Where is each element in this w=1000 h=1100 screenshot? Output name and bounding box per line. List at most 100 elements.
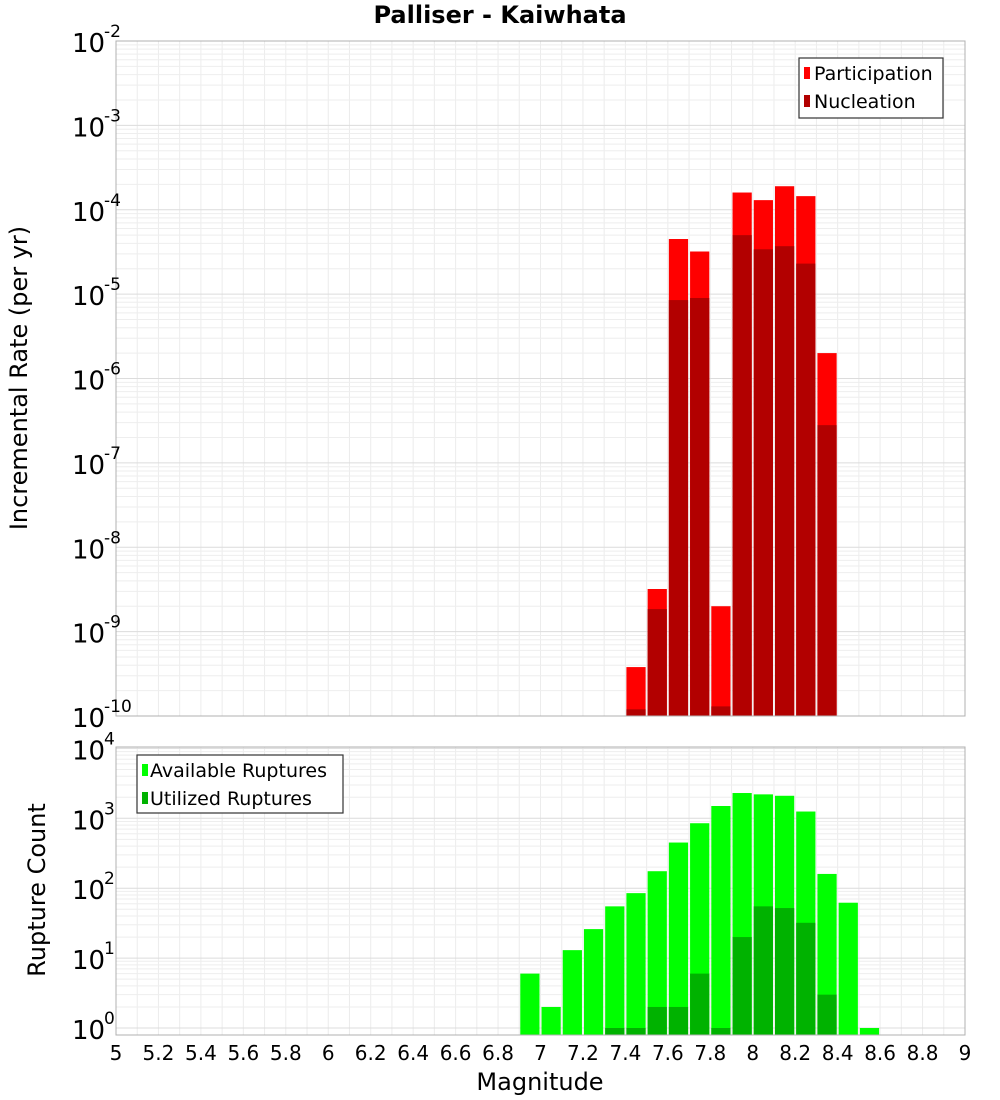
- bottom-bar-utilized-ruptures: [690, 973, 710, 1035]
- bottom-y-axis-label: Rupture Count: [23, 803, 51, 977]
- x-tick-label: 8.4: [822, 1041, 854, 1065]
- bottom-bar-available-ruptures: [520, 973, 540, 1035]
- bottom-bar-utilized-ruptures: [817, 994, 837, 1035]
- bottom-bar-utilized-ruptures: [668, 1006, 689, 1035]
- top-y-tick-label: 10: [72, 451, 105, 481]
- chart-title: Palliser - Kaiwhata: [373, 1, 626, 29]
- top-bar-participation: [626, 667, 646, 716]
- x-tick-label: 5.8: [270, 1041, 302, 1065]
- top-legend: Participation Nucleation: [798, 57, 944, 119]
- bottom-bar-available-ruptures: [541, 1006, 561, 1035]
- x-tick-label: 5.2: [143, 1041, 175, 1065]
- top-y-axis-label: Incremental Rate (per yr): [5, 226, 33, 530]
- top-bar-nucleation: [732, 235, 752, 716]
- top-bar-nucleation: [796, 263, 816, 716]
- top-grid: [115, 40, 966, 717]
- x-ticks: 5 5.2 5.4 5.6 5.8 6 6.2 6.4 6.6 6.8 7 7.2 7.4 7.6 7.8 8…: [110, 1041, 972, 1065]
- bottom-bar-utilized-ruptures: [753, 906, 773, 1035]
- top-bar-nucleation: [711, 706, 731, 716]
- legend-label-available: Available Ruptures: [150, 760, 327, 782]
- top-y-tick-label: 10: [72, 367, 105, 397]
- top-panel: 10-210-310-410-510-610-710-810-910-10 In…: [5, 22, 966, 734]
- top-y-tick-label: 10: [72, 535, 105, 565]
- x-tick-label: 6.2: [355, 1041, 387, 1065]
- top-bar-nucleation: [774, 246, 795, 716]
- bottom-bar-available-ruptures: [605, 906, 625, 1035]
- top-bar-nucleation: [647, 609, 667, 716]
- legend-swatch-nucleation: [804, 95, 810, 107]
- top-y-tick-exponent: -8: [104, 528, 121, 548]
- bottom-y-tick-exponent: 2: [104, 869, 115, 889]
- x-tick-label: 7: [534, 1041, 547, 1065]
- bottom-bar-utilized-ruptures: [732, 937, 752, 1035]
- top-bar-nucleation: [626, 709, 646, 716]
- bottom-bar-utilized-ruptures: [647, 1006, 667, 1035]
- bottom-bar-available-ruptures: [668, 842, 689, 1035]
- top-plot-frame: [115, 40, 966, 717]
- x-tick-label: 6: [322, 1041, 335, 1065]
- bottom-bar-available-ruptures: [859, 1028, 880, 1035]
- bottom-bar-available-ruptures: [838, 902, 858, 1035]
- bottom-y-tick-exponent: 0: [104, 1009, 115, 1029]
- top-y-tick-exponent: -7: [104, 444, 121, 464]
- top-y-tick-label: 10: [72, 282, 105, 312]
- bottom-y-tick-label: 10: [72, 1016, 105, 1046]
- x-tick-label: 7.4: [609, 1041, 641, 1065]
- bottom-bar-utilized-ruptures: [605, 1028, 625, 1035]
- bottom-bar-available-ruptures: [711, 805, 731, 1035]
- x-tick-label: 9: [959, 1041, 972, 1065]
- top-y-tick-label: 10: [72, 620, 105, 650]
- x-tick-label: 7.2: [567, 1041, 599, 1065]
- legend-swatch-available: [142, 764, 148, 776]
- bottom-legend-box: [136, 754, 344, 814]
- bottom-y-tick-label: 10: [72, 876, 105, 906]
- bottom-legend: Available Ruptures Utilized Ruptures: [136, 754, 344, 814]
- bottom-bar-utilized-ruptures: [774, 908, 795, 1035]
- top-y-tick-exponent: -9: [104, 613, 121, 633]
- x-tick-label: 7.8: [694, 1041, 726, 1065]
- legend-label-participation: Participation: [814, 63, 933, 85]
- top-y-tick-label: 10: [72, 198, 105, 228]
- x-tick-label: 7.6: [652, 1041, 684, 1065]
- bottom-bar-utilized-ruptures: [711, 1028, 731, 1035]
- legend-label-utilized: Utilized Ruptures: [150, 788, 312, 810]
- bottom-bar-available-ruptures: [647, 871, 667, 1035]
- top-y-tick-exponent: -2: [104, 22, 121, 42]
- top-bars: [626, 186, 837, 717]
- bottom-y-tick-label: 10: [72, 736, 105, 766]
- legend-swatch-participation: [804, 67, 810, 79]
- x-tick-label: 6.8: [482, 1041, 514, 1065]
- bottom-plot-frame: [115, 746, 966, 1036]
- bottom-bar-utilized-ruptures: [626, 1028, 646, 1035]
- top-y-tick-exponent: -3: [104, 106, 121, 126]
- bottom-y-tick-label: 10: [72, 946, 105, 976]
- top-legend-box: [798, 57, 944, 119]
- x-tick-label: 8.2: [779, 1041, 811, 1065]
- top-bar-nucleation: [753, 249, 773, 716]
- top-y-ticks: 10-210-310-410-510-610-710-810-910-10: [72, 22, 132, 734]
- top-y-tick-label: 10: [72, 704, 105, 734]
- x-tick-label: 5: [110, 1041, 123, 1065]
- bottom-bars: [520, 793, 880, 1035]
- top-y-tick-exponent: -5: [104, 275, 121, 295]
- x-axis-label: Magnitude: [476, 1068, 603, 1096]
- x-tick-label: 6.4: [397, 1041, 429, 1065]
- top-y-tick-exponent: -10: [104, 697, 132, 717]
- bottom-y-tick-exponent: 4: [104, 729, 115, 749]
- x-tick-label: 5.6: [227, 1041, 259, 1065]
- top-y-tick-label: 10: [72, 29, 105, 59]
- x-tick-label: 8: [746, 1041, 759, 1065]
- top-y-tick-label: 10: [72, 113, 105, 143]
- legend-label-nucleation: Nucleation: [814, 91, 916, 113]
- bottom-bar-available-ruptures: [626, 893, 646, 1035]
- legend-swatch-utilized: [142, 792, 148, 804]
- top-bar-nucleation: [817, 425, 837, 716]
- top-y-tick-exponent: -6: [104, 360, 121, 380]
- bottom-bar-utilized-ruptures: [796, 922, 816, 1035]
- top-bar-nucleation: [668, 300, 689, 716]
- bottom-y-tick-exponent: 1: [104, 939, 115, 959]
- x-tick-label: 8.6: [864, 1041, 896, 1065]
